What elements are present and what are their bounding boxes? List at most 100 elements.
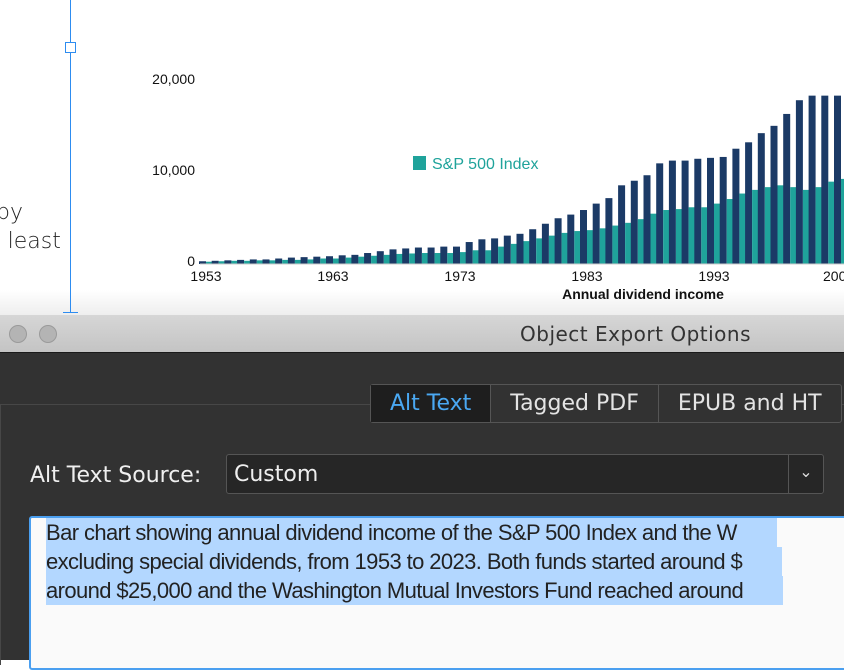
alt-text-source-select[interactable]: Custom ⌄ [226,454,824,494]
fund-bar [478,239,486,264]
sp500-bar [472,250,480,264]
fund-bar [580,210,587,264]
sp500-bar [434,253,442,264]
alt-text-line: Bar chart showing annual dividend income… [46,518,777,547]
frame-guide-foot [63,312,78,313]
fund-bar [376,251,384,264]
sp500-bar [523,241,531,264]
sp500-bar [371,255,379,264]
fund-bar [287,257,295,264]
body-text-fragment: t least [0,229,61,254]
sp500-bar [294,259,302,264]
sp500-bar [752,189,760,264]
x-tick-label: 1953 [190,268,221,284]
fund-bar [249,259,257,264]
sp500-bar [244,260,252,264]
y-tick-label: 10,000 [152,162,195,178]
sp500-bar [333,258,340,264]
sp500-bar [561,232,569,264]
fund-bar [262,259,270,264]
fund-bar [719,156,727,264]
sp500-bar [548,235,556,264]
sp500-bar [777,185,785,264]
fund-bar [757,133,765,264]
sp500-bar [218,261,226,264]
sp500-bar [650,213,658,264]
fund-bar [364,253,372,264]
fund-bar [554,218,562,264]
fund-bar [453,246,460,264]
sp500-bar [536,238,544,264]
sp500-bar [587,230,594,264]
fund-bar [338,255,346,264]
fund-bar [783,113,791,264]
fund-bar [529,229,537,264]
sp500-bar [802,189,810,264]
sp500-bar [345,257,353,264]
sp500-bar [460,252,467,264]
sp500-bar [231,260,239,264]
sp500-bar [396,253,404,264]
x-tick-label: 1983 [571,268,602,284]
dialog-body: Alt Text Tagged PDF EPUB and HT Alt Text… [0,353,844,670]
fund-bar [808,95,816,264]
chevron-down-icon[interactable]: ⌄ [788,455,823,493]
frame-guide-line[interactable] [70,0,71,313]
dividend-bar-chart[interactable]: 20,000 10,000 0 1953 1963 1973 1983 1993… [0,0,844,315]
tab-tagged-pdf[interactable]: Tagged PDF [491,385,659,422]
sp500-bar [764,187,772,264]
frame-handle[interactable] [65,42,76,53]
minimize-window-button[interactable] [39,325,57,343]
fund-bar [643,175,651,264]
fund-bar [681,160,689,264]
fund-bar [795,100,803,264]
fund-bar [668,160,676,264]
fund-bar [313,256,321,264]
alt-text-source-label: Alt Text Source: [30,463,202,488]
sp500-bar [282,259,290,264]
fund-bar [770,125,778,265]
fund-bar [732,148,740,264]
x-tick-label: 200 [823,268,844,284]
sp500-bar [269,260,277,264]
x-tick-label: 1963 [317,268,348,284]
sp500-bar [841,178,844,264]
sp500-bar [815,187,823,264]
sp500-bar [574,231,582,264]
sp500-bar [447,253,455,264]
alt-text-line: excluding special dividends, from 1953 t… [46,547,783,576]
body-text-fragment: . [0,258,1,283]
sp500-bar [688,207,696,264]
fund-bar [389,249,397,264]
fund-bar [618,185,626,264]
fund-bar [427,247,435,264]
fund-bar [224,260,232,264]
fund-bar [503,235,511,264]
sp500-bar [599,228,607,264]
sp500-bar [206,261,213,264]
alt-text-textarea[interactable]: Bar chart showing annual dividend income… [29,516,844,670]
fund-bar [275,258,283,264]
fund-bar [516,233,524,264]
fund-bar [834,95,841,264]
sp500-bar [625,222,633,264]
fund-bar [656,163,664,264]
fund-bar [605,198,613,264]
sp500-bar [612,225,620,264]
sp500-bar [485,250,493,264]
fund-bar [567,214,575,264]
close-window-button[interactable] [9,325,27,343]
fund-bar [199,261,206,264]
sp500-bar [383,254,391,264]
fund-bar [465,242,473,264]
alt-text-line: around $25,000 and the Washington Mutual… [46,576,784,605]
fund-bar [211,260,219,264]
tab-epub-html[interactable]: EPUB and HT [677,391,822,416]
x-tick-label: 1973 [444,268,475,284]
sp500-bar [663,210,671,264]
fund-bar [402,248,410,264]
fund-bar [491,238,499,264]
dialog-titlebar[interactable]: Object Export Options [0,315,844,353]
y-tick-label: 20,000 [152,71,195,87]
tab-alt-text[interactable]: Alt Text [371,385,492,422]
